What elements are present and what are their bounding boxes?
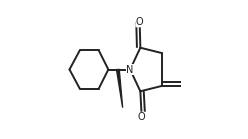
Text: O: O [136, 17, 144, 27]
Polygon shape [117, 70, 123, 108]
Text: N: N [126, 64, 134, 75]
Text: O: O [138, 112, 146, 122]
